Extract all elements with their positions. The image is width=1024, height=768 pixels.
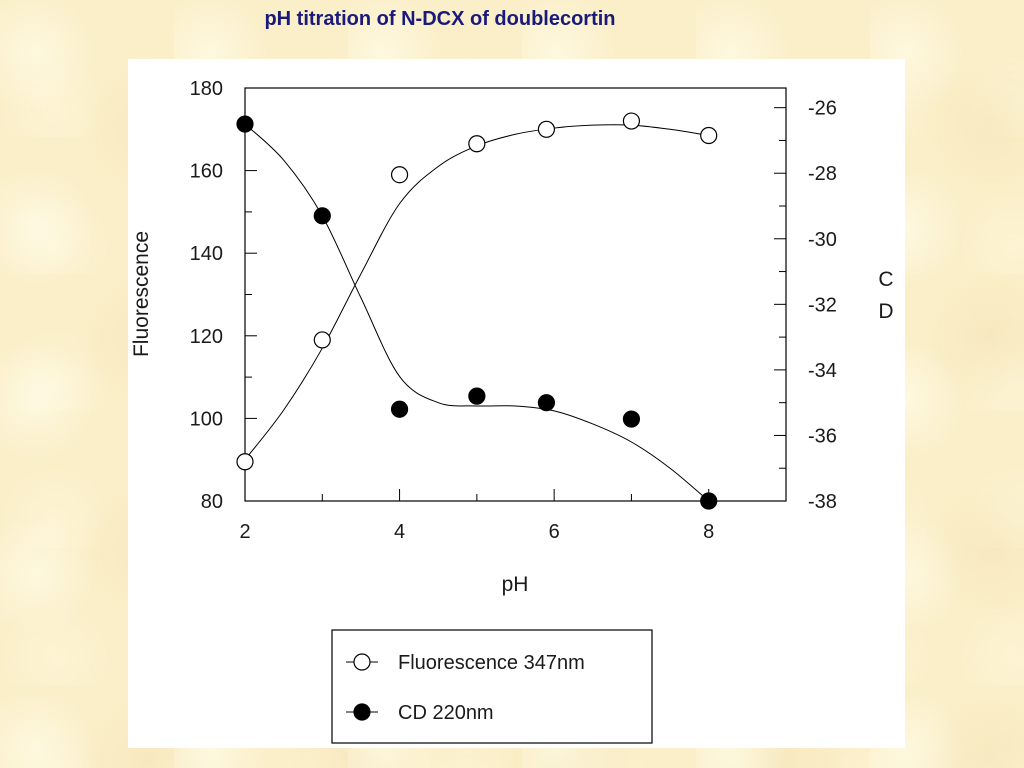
cd-point (537, 394, 556, 412)
y-tick-label: 180 (190, 78, 223, 100)
y-tick-label: 100 (190, 408, 223, 430)
y-axis-left: 80 100 120 140 160 180 (190, 78, 257, 513)
fit-curve-cd (244, 123, 710, 502)
y2-tick-label: -34 (808, 360, 837, 382)
y2-tick-label: -28 (808, 163, 837, 185)
y-axis-label: Fluorescence (130, 231, 153, 357)
fit-curves (244, 123, 710, 502)
x-tick-label: 4 (394, 521, 405, 543)
fit-curve-fluorescence (244, 124, 709, 461)
y-tick-label: 140 (190, 243, 223, 265)
plot-frame (244, 87, 787, 502)
x-tick-label: 2 (239, 521, 250, 543)
x-tick-label: 6 (549, 521, 560, 543)
y2-tick-label: -38 (808, 491, 837, 513)
titration-chart: 2 4 6 8 80 100 120 140 160 180 -38 -36 -34 -32 -30 -2… (130, 78, 894, 744)
fluorescence-point (622, 112, 641, 130)
cd-point (313, 207, 331, 225)
y-tick-label: 80 (201, 491, 223, 513)
x-axis: 2 4 6 8 (239, 489, 787, 543)
fluorescence-point (390, 166, 409, 184)
y-tick-label: 120 (190, 326, 223, 348)
legend-marker-cd (353, 703, 371, 721)
chart-panel: 2 4 6 8 80 100 120 140 160 180 -38 -36 -34 -32 -30 -2… (128, 59, 905, 748)
legend-marker-fluorescence (353, 653, 371, 671)
legend: Fluorescence 347nm CD 220nm (331, 629, 653, 744)
cd-point (622, 410, 641, 428)
slide-title: pH titration of N-DCX of doublecortin (264, 8, 616, 30)
legend-box (331, 629, 653, 744)
fluorescence-point (700, 126, 718, 145)
legend-label-fluorescence: Fluorescence 347nm (398, 652, 585, 674)
fluorescence-point (537, 120, 556, 138)
y2-axis-label-line-2: D (878, 300, 893, 323)
fluorescence-point (468, 135, 486, 153)
fluorescence-point (313, 331, 331, 349)
y2-tick-label: -36 (808, 425, 837, 447)
x-axis-label: pH (502, 573, 529, 596)
cd-point (236, 115, 254, 133)
cd-point (468, 387, 486, 405)
cd-point (390, 400, 409, 418)
legend-label-cd: CD 220nm (398, 702, 494, 724)
cd-point (700, 492, 718, 510)
y2-tick-label: -30 (808, 229, 837, 251)
data-points (236, 112, 718, 510)
x-tick-label: 8 (703, 521, 714, 543)
y2-tick-label: -26 (808, 98, 837, 120)
y2-tick-label: -32 (808, 294, 837, 316)
y2-axis-label-line-1: C (878, 268, 893, 291)
y-tick-label: 160 (190, 161, 223, 183)
fluorescence-point (236, 453, 254, 471)
y-axis-right: -38 -36 -34 -32 -30 -28 -26 (774, 98, 837, 513)
